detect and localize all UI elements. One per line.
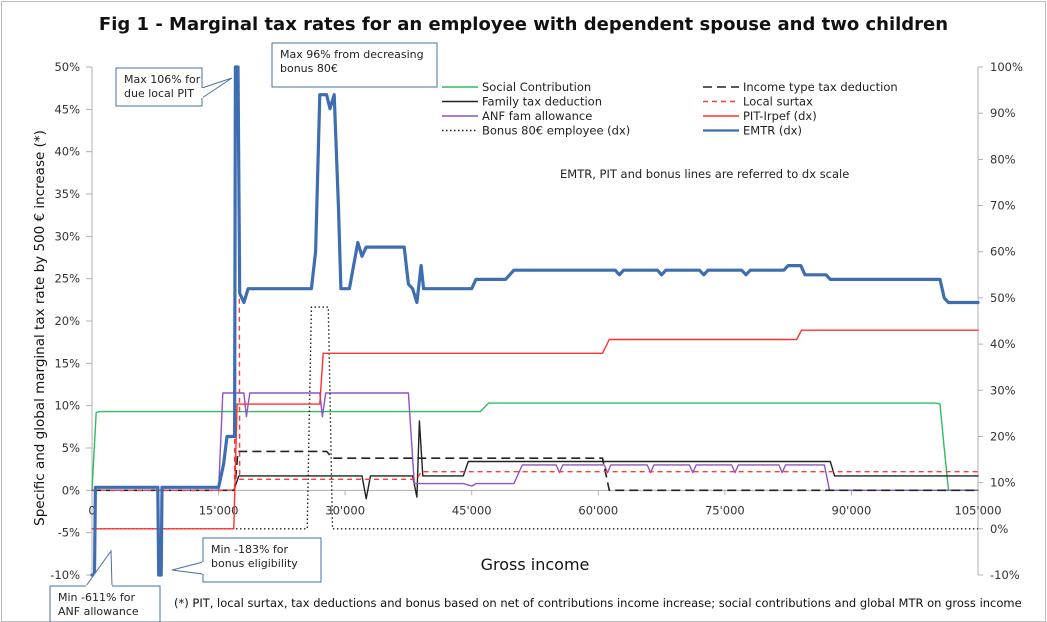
x-tick-label: 90'000 — [832, 503, 872, 517]
x-ticks: 0 15'000 30'000 45'000 60'000 75'000 90'000 105… — [88, 490, 1002, 517]
y-ticks-right: -10% 0% 10% 20% 30% 40% 50% 60% 70% 80% 90% 100% — [978, 60, 1023, 582]
legend-label: Bonus 80€ employee (dx) — [482, 124, 630, 138]
callout-text: bonus 80€ — [280, 62, 338, 75]
callout-text: Max 106% for — [124, 73, 201, 86]
y2-tick-label: -10% — [990, 568, 1020, 582]
series-layer — [90, 65, 980, 577]
callout-text: Min -183% for — [211, 543, 289, 556]
y-tick-label: 10% — [54, 399, 80, 413]
y2-tick-label: 10% — [990, 476, 1016, 490]
y-tick-label: -5% — [58, 526, 80, 540]
legend-label: Social Contribution — [482, 80, 591, 94]
x-tick-label: 105'000 — [954, 503, 1001, 517]
callout-text: Min -611% for — [58, 591, 136, 604]
x-tick-label: 0 — [88, 503, 95, 517]
y2-tick-label: 60% — [990, 245, 1016, 259]
y-tick-label: 45% — [54, 102, 80, 116]
x-tick-label: 60'000 — [578, 503, 618, 517]
callout-box — [271, 42, 438, 88]
y2-tick-label: 80% — [990, 152, 1016, 166]
y2-tick-label: 30% — [990, 383, 1016, 397]
y-ticks-left: -10% -5% 0% 5% 10% 15% 20% 25% 30% 35% 40% 45% 50% — [50, 60, 92, 582]
y2-tick-label: 0% — [990, 522, 1008, 536]
callout-box — [115, 67, 203, 107]
series-anf-fam-allowance — [91, 392, 979, 491]
legend-label: Local surtax — [743, 95, 813, 109]
y-tick-label: 5% — [62, 441, 80, 455]
series-income-type-tax-deduction — [92, 450, 978, 492]
series-emtr-dx — [90, 65, 980, 577]
legend-label: Income type tax deduction — [743, 80, 898, 94]
legend-label: ANF fam allowance — [482, 109, 592, 123]
callout-pointer — [85, 549, 113, 587]
y-tick-label: 15% — [54, 356, 80, 370]
callout-text: ANF allowance — [58, 605, 139, 618]
y2-tick-label: 70% — [990, 199, 1016, 213]
y-tick-label: 50% — [54, 60, 80, 74]
legend-label: EMTR (dx) — [743, 124, 802, 138]
callout-box — [202, 537, 322, 583]
y-tick-label: -10% — [50, 568, 80, 582]
y-tick-label: 25% — [54, 272, 80, 286]
y2-tick-label: 20% — [990, 429, 1016, 443]
x-tick-label: 45'000 — [452, 503, 492, 517]
y-tick-label: 30% — [54, 229, 80, 243]
x-axis-title: Gross income — [481, 555, 590, 574]
y2-tick-label: 40% — [990, 337, 1016, 351]
series-bonus-80-employee-dx — [92, 306, 978, 530]
series-social-contribution — [91, 402, 979, 491]
callout-pointer — [201, 77, 233, 99]
y-tick-label: 35% — [54, 187, 80, 201]
x-tick-label: 75'000 — [705, 503, 745, 517]
y-tick-label: 40% — [54, 145, 80, 159]
callout-text: Max 96% from decreasing — [280, 48, 424, 61]
y-axis-title: Specific and global marginal tax rate by… — [32, 130, 48, 526]
chart-title: Fig 1 - Marginal tax rates for an employ… — [98, 14, 949, 35]
y2-tick-label: 100% — [990, 60, 1023, 74]
callout-pointer — [171, 561, 204, 575]
legend-label: Family tax deduction — [482, 95, 602, 109]
legend-label: PIT-Irpef (dx) — [743, 109, 817, 123]
scale-annotation: EMTR, PIT and bonus lines are referred t… — [560, 167, 849, 181]
y2-tick-label: 90% — [990, 106, 1016, 120]
callout-text: bonus eligibility — [211, 557, 298, 570]
y-tick-label: 20% — [54, 314, 80, 328]
callout-text: due local PIT — [124, 87, 194, 100]
y-tick-label: 0% — [62, 483, 80, 497]
series-family-tax-deduction — [91, 420, 979, 500]
x-tick-label: 15'000 — [199, 503, 239, 517]
y2-tick-label: 50% — [990, 291, 1016, 305]
footnote: (*) PIT, local surtax, tax deductions an… — [174, 596, 1022, 610]
x-tick-label: 30'000 — [325, 503, 365, 517]
series-pit-irpef-dx — [91, 329, 979, 530]
